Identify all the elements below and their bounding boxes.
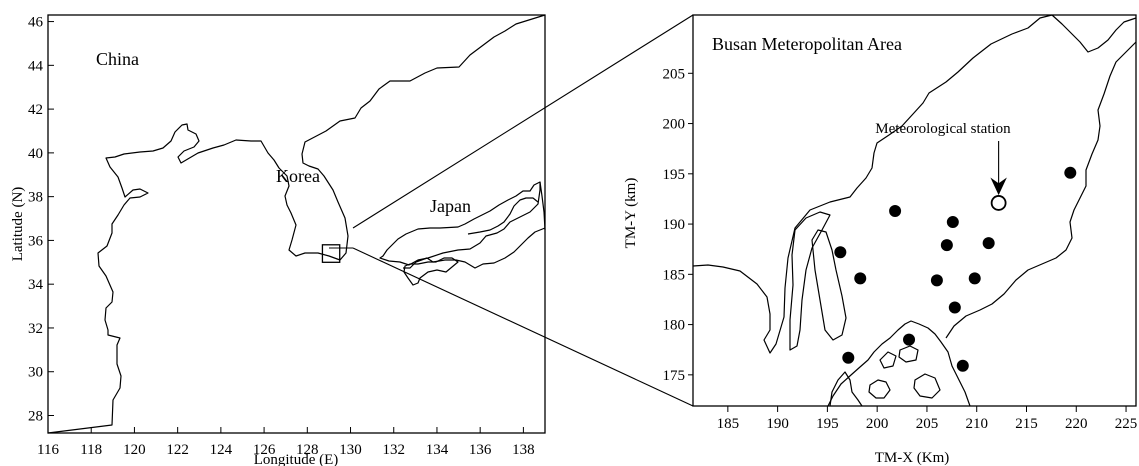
monitoring-site-marker: [948, 301, 961, 314]
right-x-tick-label: 200: [866, 416, 889, 432]
busan-east-coastline: [945, 41, 1137, 339]
right-x-ticks: 185 190 195 200 205 210 215 220 225: [717, 406, 1138, 432]
right-x-tick-label: 195: [816, 416, 839, 432]
shikoku-coastline: [467, 197, 539, 235]
korea-label: Korea: [276, 166, 320, 186]
delta-island-east: [811, 229, 847, 341]
right-y-tick-label: 175: [663, 368, 686, 384]
monitoring-site-marker: [1064, 166, 1077, 179]
right-x-tick-label: 190: [766, 416, 789, 432]
monitoring-site-marker: [982, 237, 995, 250]
left-y-tick-label: 34: [28, 277, 44, 293]
zoom-leader-bottom: [352, 247, 694, 407]
south-island-c: [913, 373, 941, 399]
right-y-tick-label: 185: [663, 267, 686, 283]
busan-north-coastline: [1051, 14, 1137, 53]
right-map-title: Busan Meteropolitan Area: [712, 34, 902, 54]
busan-coastline: [692, 14, 1053, 354]
right-map: 185 190 195 200 205 210 215 220 225 175 180 185 190…: [623, 14, 1138, 466]
right-y-tick-label: 200: [663, 117, 686, 133]
right-map-frame: [692, 14, 1137, 407]
monitoring-site-marker: [956, 359, 969, 372]
left-y-tick-label: 30: [28, 365, 43, 381]
monitoring-site-marker: [930, 274, 943, 287]
left-x-tick-label: 134: [426, 442, 449, 458]
monitoring-site-marker: [854, 272, 867, 285]
china-korea-coastline: [47, 14, 546, 434]
monitoring-site-marker: [946, 216, 959, 229]
busan-south-coastline: [827, 320, 971, 407]
monitoring-site-marker: [940, 239, 953, 252]
left-map: 116 118 120 122 124 126 128 130 132 134 136 138 28 3…: [10, 14, 546, 466]
left-x-tick-label: 136: [469, 442, 492, 458]
left-x-tick-label: 130: [339, 442, 362, 458]
left-y-axis-label: Latitude (N): [10, 187, 26, 262]
delta-island-west: [789, 211, 831, 351]
monitoring-site-marker: [968, 272, 981, 285]
left-y-tick-label: 28: [28, 408, 43, 424]
left-x-ticks: 116 118 120 122 124 126 128 130 132 134 136 138: [37, 427, 535, 458]
japan-coastline: [379, 181, 541, 266]
left-y-tick-label: 36: [28, 233, 44, 249]
left-y-tick-label: 46: [28, 15, 44, 31]
left-y-tick-label: 40: [28, 146, 43, 162]
left-x-tick-label: 124: [210, 442, 233, 458]
japan-south-coastline: [403, 227, 546, 269]
right-x-tick-label: 210: [965, 416, 988, 432]
right-x-tick-label: 215: [1015, 416, 1038, 432]
monitoring-site-marker: [842, 351, 855, 364]
zoom-leader-top: [352, 14, 694, 229]
china-label: China: [96, 49, 139, 69]
monitoring-sites: [834, 166, 1077, 372]
right-x-tick-label: 185: [717, 416, 740, 432]
left-x-tick-label: 126: [253, 442, 276, 458]
japan-label: Japan: [430, 196, 471, 216]
left-y-tick-label: 38: [28, 190, 43, 206]
right-y-tick-label: 190: [663, 217, 686, 233]
right-y-tick-label: 205: [663, 66, 686, 82]
right-x-tick-label: 205: [916, 416, 939, 432]
monitoring-site-marker: [834, 246, 847, 259]
station-arrowhead: [990, 177, 1007, 196]
right-y-axis-label: TM-Y (km): [623, 178, 639, 249]
south-island-a: [868, 379, 891, 399]
left-x-tick-label: 116: [37, 442, 59, 458]
left-x-tick-label: 132: [382, 442, 405, 458]
right-y-tick-label: 195: [663, 167, 686, 183]
kyushu-coastline: [403, 257, 459, 286]
south-island-d: [879, 351, 897, 369]
right-y-tick-label: 180: [663, 318, 686, 334]
left-x-tick-label: 128: [296, 442, 319, 458]
japan-east-edge: [539, 181, 546, 231]
right-x-axis-label: TM-X (Km): [875, 450, 950, 466]
left-x-tick-label: 120: [123, 442, 146, 458]
left-map-frame: [47, 14, 546, 434]
left-y-tick-label: 42: [28, 102, 43, 118]
right-x-tick-label: 220: [1065, 416, 1088, 432]
left-x-tick-label: 118: [80, 442, 102, 458]
left-x-axis-label: Longitude (E): [254, 452, 339, 466]
meteorological-station-marker: [990, 195, 1007, 211]
monitoring-site-marker: [889, 205, 902, 218]
left-x-tick-label: 138: [512, 442, 535, 458]
geoje-coast: [829, 371, 863, 407]
south-island-b: [898, 345, 919, 363]
study-area-box: [321, 244, 341, 263]
right-x-tick-label: 225: [1115, 416, 1138, 432]
left-x-tick-label: 122: [166, 442, 189, 458]
right-y-ticks: 175 180 185 190 195 200 205: [663, 66, 693, 384]
monitoring-site-marker: [903, 333, 916, 346]
left-y-tick-label: 32: [28, 321, 43, 337]
meteorological-station-label: Meteorological station: [875, 121, 1011, 137]
left-y-ticks: 28 30 32 34 36 38 40 42 44 46: [28, 15, 54, 424]
left-y-tick-label: 44: [28, 58, 44, 74]
